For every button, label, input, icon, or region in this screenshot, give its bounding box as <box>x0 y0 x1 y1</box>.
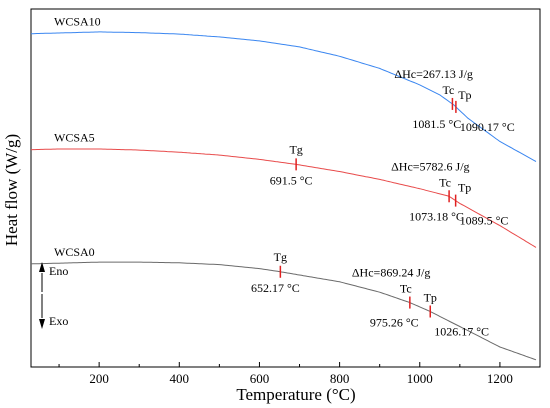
tp-label: Tp <box>424 291 437 305</box>
tg-label: Tg <box>289 142 302 156</box>
enthalpy-label: ΔHc=267.13 J/g <box>394 67 472 81</box>
y-axis-title: Heat flow (W/g) <box>2 134 21 246</box>
series-label: WCSA10 <box>54 15 101 29</box>
tc-label: Tc <box>443 83 455 97</box>
series-line <box>30 148 537 248</box>
x-tick-label: 200 <box>89 371 109 386</box>
x-tick-label: 1200 <box>487 371 513 386</box>
direction-indicator: Eno Exo <box>39 262 68 329</box>
x-tick-label: 1000 <box>407 371 433 386</box>
tp-value: 1090.17 °C <box>460 120 515 134</box>
tp-value: 1026.17 °C <box>434 325 489 339</box>
series-layer: WCSA10 WCSA5 WCSA0 <box>30 15 537 361</box>
x-tick-label: 600 <box>250 371 270 386</box>
tc-label: Tc <box>439 175 451 189</box>
series-label: WCSA0 <box>54 245 95 259</box>
tp-label: Tp <box>458 180 471 194</box>
down-arrow-head-icon <box>39 319 45 329</box>
series-line <box>30 261 537 361</box>
tc-value: 1081.5 °C <box>412 117 461 131</box>
endo-label: Eno <box>49 264 68 278</box>
tg-value: 652.17 °C <box>251 281 300 295</box>
series-label: WCSA5 <box>54 131 95 145</box>
tc-value: 1073.18 °C <box>409 209 464 223</box>
x-axis-title: Temperature (°C) <box>236 385 355 404</box>
tp-label: Tp <box>458 88 471 102</box>
enthalpy-label: ΔHc=869.24 J/g <box>352 266 430 280</box>
tg-value: 691.5 °C <box>270 173 313 187</box>
plot-frame <box>30 8 541 368</box>
tp-value: 1089.5 °C <box>460 214 509 228</box>
enthalpy-label: ΔHc=5782.6 J/g <box>391 159 469 173</box>
up-arrow-head-icon <box>39 262 45 272</box>
x-tick-label: 400 <box>170 371 190 386</box>
x-tick-label: 800 <box>330 371 350 386</box>
x-axis-ticks: 200 400 600 800 1000 1200 <box>58 362 541 386</box>
exo-label: Exo <box>49 314 68 328</box>
tc-value: 975.26 °C <box>370 316 419 330</box>
tg-label: Tg <box>274 250 287 264</box>
tc-label: Tc <box>400 282 412 296</box>
